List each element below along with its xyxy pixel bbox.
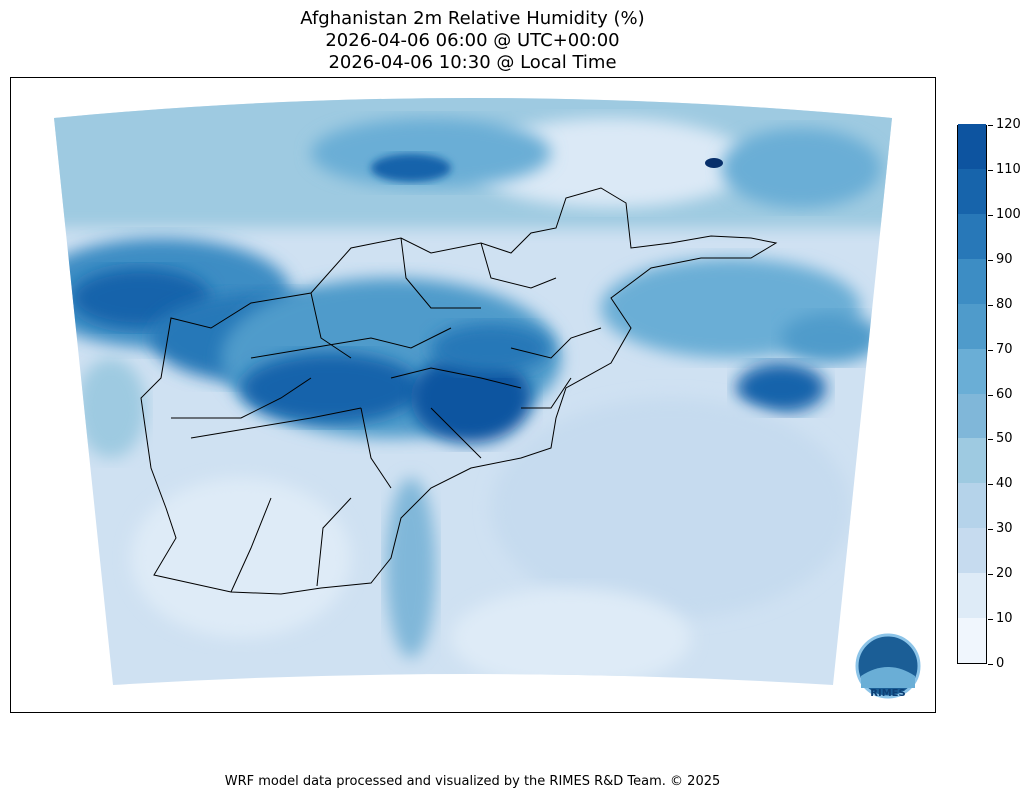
- colorbar-segment: [958, 528, 986, 574]
- colorbar: [957, 124, 987, 664]
- colorbar-tick: [988, 304, 993, 306]
- colorbar-tick: [988, 259, 993, 261]
- humidity-field: [54, 98, 892, 685]
- map-title-line-1: Afghanistan 2m Relative Humidity (%): [300, 8, 645, 29]
- colorbar-tick: [988, 394, 993, 396]
- colorbar-tick: [988, 484, 993, 486]
- colorbar-tick: [988, 574, 993, 576]
- colorbar-segment: [958, 124, 986, 169]
- map-frame[interactable]: RIMES: [10, 77, 936, 713]
- colorbar-tick: [988, 529, 993, 531]
- afghanistan-boundaries: [140, 187, 778, 595]
- colorbar-tick: [988, 169, 993, 171]
- colorbar-tick-label: 90: [996, 251, 1013, 267]
- colorbar-tick: [988, 664, 993, 665]
- colorbar-segment: [958, 168, 986, 214]
- colorbar-tick: [988, 439, 993, 441]
- colorbar-tick: [988, 349, 993, 351]
- rimes-logo: RIMES: [855, 633, 921, 699]
- colorbar-tick-label: 50: [996, 431, 1013, 447]
- humidity-map: RIMES: [54, 98, 921, 699]
- colorbar-tick-label: 80: [996, 296, 1013, 312]
- colorbar-tick-label: 60: [996, 386, 1013, 402]
- colorbar-tick-label: 10: [996, 611, 1013, 627]
- colorbar-tick-label: 0: [996, 656, 1005, 671]
- footer-credit: WRF model data processed and visualized …: [224, 774, 721, 789]
- colorbar-tick: [988, 214, 993, 216]
- colorbar-tick-label: 20: [996, 566, 1013, 582]
- colorbar-tick: [988, 125, 993, 126]
- map-title-line-2: 2026-04-06 06:00 @ UTC+00:00: [325, 30, 620, 51]
- colorbar-tick-label: 100: [996, 206, 1021, 222]
- colorbar-tick-label: 110: [996, 161, 1021, 177]
- colorbar-segment: [958, 393, 986, 439]
- colorbar-segment: [958, 213, 986, 259]
- colorbar-segment: [958, 483, 986, 529]
- colorbar-tick: [988, 619, 993, 621]
- colorbar-segment: [958, 573, 986, 619]
- colorbar-segment: [958, 618, 986, 663]
- colorbar-segment: [958, 258, 986, 304]
- colorbar-segment: [958, 303, 986, 349]
- colorbar-tick-label: 70: [996, 341, 1013, 357]
- colorbar-tick-label: 120: [996, 117, 1021, 132]
- colorbar-segment: [958, 438, 986, 484]
- colorbar-tick-label: 30: [996, 521, 1013, 537]
- colorbar-tick-label: 40: [996, 476, 1013, 492]
- colorbar-segment: [958, 348, 986, 394]
- map-title-line-3: 2026-04-06 10:30 @ Local Time: [328, 52, 617, 73]
- rimes-logo-text: RIMES: [870, 688, 905, 699]
